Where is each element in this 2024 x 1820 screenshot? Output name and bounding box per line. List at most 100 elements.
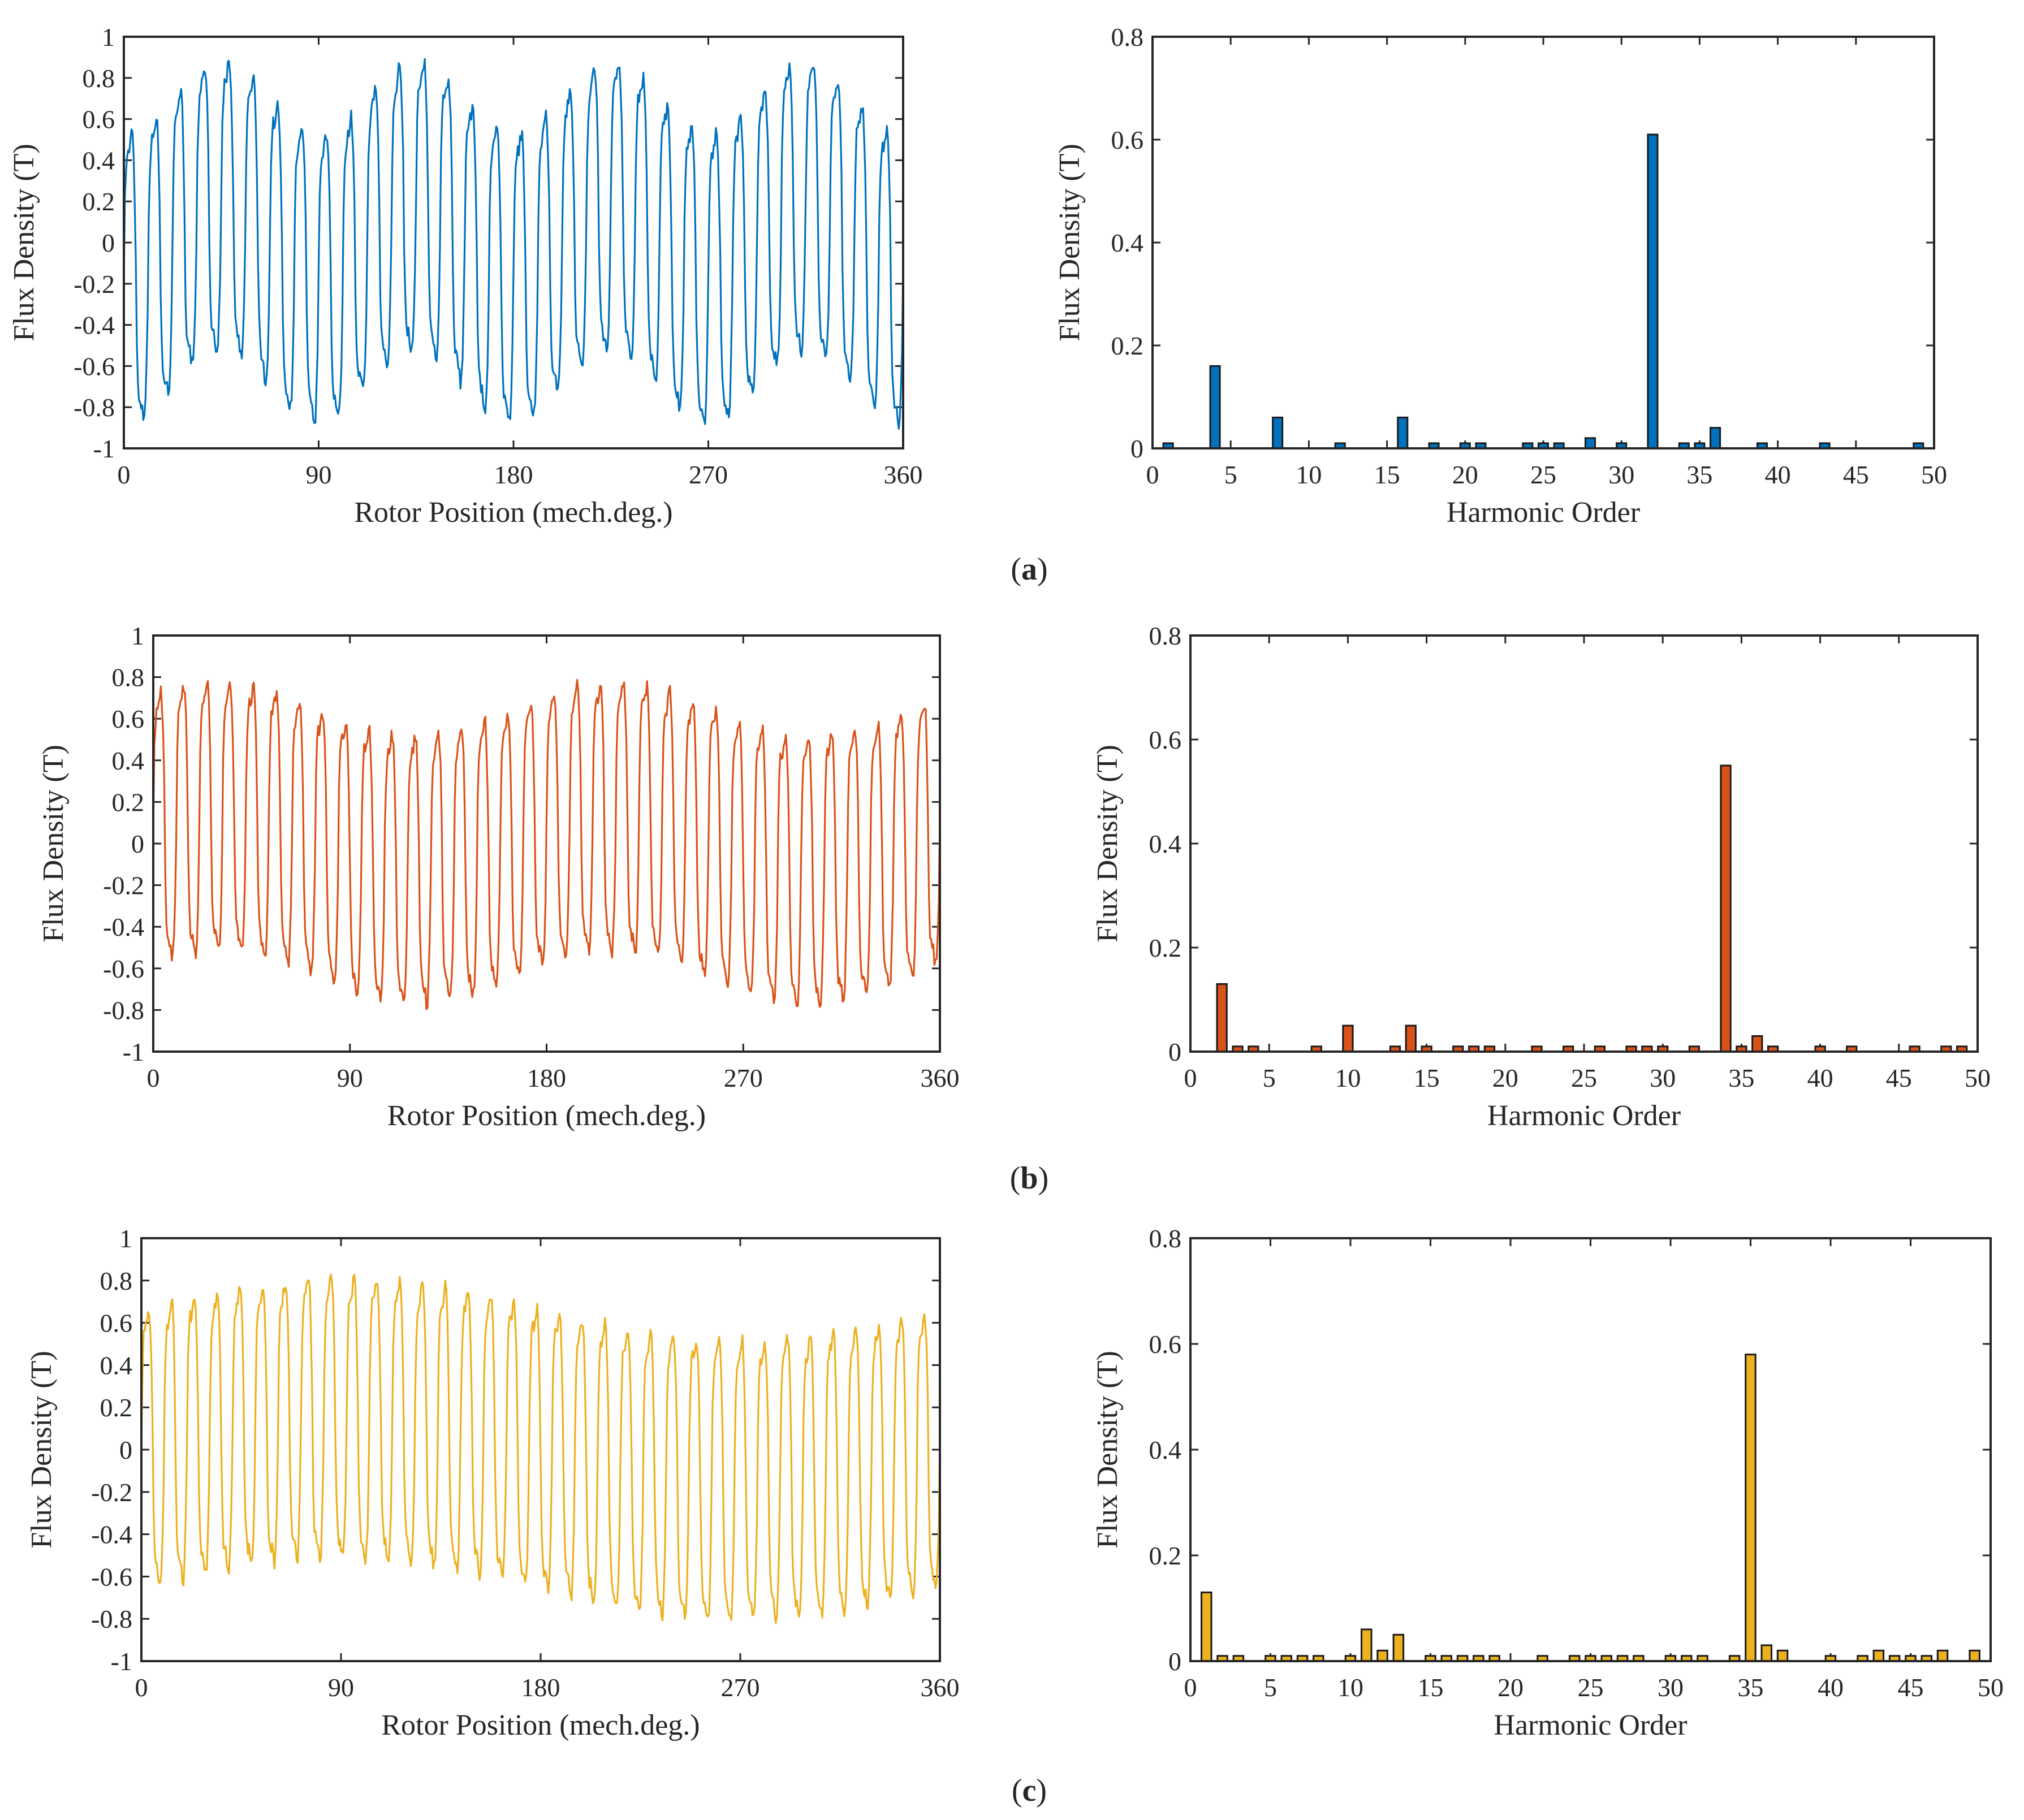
x-tick-label: 45: [1843, 460, 1869, 489]
plot-frame: [1151, 36, 1935, 449]
y-tick-label: -0.2: [74, 270, 115, 299]
ylabel-c-harmonics: Flux Density (T): [1091, 1351, 1124, 1549]
x-tick-label: 40: [1765, 460, 1791, 489]
y-tick-label: -0.4: [91, 1520, 132, 1549]
y-tick-label: 0: [102, 228, 115, 257]
y-tick-label: 0.2: [1149, 933, 1182, 962]
series-line: [140, 1273, 941, 1624]
x-tick-label: 270: [724, 1064, 763, 1092]
bar: [1392, 1633, 1405, 1662]
panel-label-a-open: (: [1011, 552, 1021, 587]
x-tick-label: 270: [721, 1673, 760, 1702]
y-tick-label: 1: [119, 1224, 132, 1253]
x-tick-label: 10: [1296, 460, 1322, 489]
panel-label-b-letter: b: [1020, 1161, 1038, 1196]
panel-label-a-letter: a: [1021, 552, 1037, 587]
bar: [1209, 365, 1221, 449]
y-tick-label: 0.6: [1149, 725, 1182, 754]
bar: [1397, 416, 1409, 449]
x-tick-label: 25: [1530, 460, 1556, 489]
x-tick-label: 180: [494, 460, 533, 489]
y-tick-label: -0.2: [103, 871, 144, 900]
y-tick-label: -0.4: [74, 311, 115, 340]
y-tick-label: 0.4: [100, 1351, 133, 1380]
chart-b-harmonics: 0 5 10 15 20 25 30 35 40 45 50 0 0.2 0.4 0.6 0.8 Harmon…: [1091, 621, 1991, 1132]
bar: [1936, 1649, 1949, 1662]
y-tick-label: 0.8: [1149, 621, 1182, 650]
y-tick-label: -0.8: [91, 1605, 132, 1633]
x-tick-label: 360: [884, 460, 923, 489]
axes: 0 5 10 15 20 25 30 35 40 45 50 0 0.2 0.4 0.6 0.8: [1149, 1224, 2004, 1702]
bar: [1872, 1649, 1885, 1662]
axes: 0 5 10 15 20 25 30 35 40 45 50 0 0.2 0.4 0.6 0.8: [1111, 23, 1948, 489]
chart-c-waveform: 0 90 180 270 360 -1 -0.8 -0.6 -0.4 -0.2 0 0.2 0.4 0.6…: [25, 1224, 960, 1741]
y-tick-label: -0.6: [91, 1562, 132, 1591]
x-tick-label: 30: [1608, 460, 1634, 489]
axes: 0 90 180 270 360 -1 -0.8 -0.6 -0.4 -0.2 0 0.2 0.4 0.6…: [74, 23, 922, 489]
y-tick-label: 0: [131, 829, 144, 858]
y-tick-label: -1: [111, 1647, 132, 1676]
plot-frame: [123, 36, 904, 449]
x-tick-label: 90: [337, 1064, 363, 1092]
axes: 0 90 180 270 360 -1 -0.8 -0.6 -0.4 -0.2 0 0.2 0.4 0.6…: [103, 621, 959, 1092]
bar: [1376, 1649, 1388, 1662]
y-tick-label: 0.8: [1111, 23, 1144, 51]
y-tick-label: 0.6: [83, 105, 115, 134]
y-tick-label: 0.4: [83, 146, 115, 175]
axes: 0 90 180 270 360 -1 -0.8 -0.6 -0.4 -0.2 0 0.2 0.4 0.6…: [91, 1224, 959, 1702]
y-tick-label: 0.8: [1149, 1224, 1182, 1253]
x-tick-label: 25: [1578, 1673, 1604, 1702]
chart-a-harmonics: 0 5 10 15 20 25 30 35 40 45 50 0 0.2 0.4 0.6 0.8 Harmon…: [1054, 23, 1947, 529]
x-tick-label: 10: [1335, 1064, 1361, 1092]
x-tick-label: 20: [1492, 1064, 1518, 1092]
bar: [1361, 1628, 1373, 1662]
x-tick-label: 30: [1658, 1673, 1684, 1702]
xlabel-c-harmonics: Harmonic Order: [1494, 1709, 1687, 1741]
plot-frame: [140, 1237, 941, 1662]
panel-label-c-close: ): [1036, 1773, 1047, 1808]
y-tick-label: 0: [1130, 434, 1143, 463]
xlabel-b-harmonics: Harmonic Order: [1487, 1100, 1681, 1132]
y-tick-label: 0.2: [100, 1393, 133, 1422]
y-tick-label: 0.4: [112, 746, 145, 775]
panel-label-c-open: (: [1012, 1773, 1022, 1808]
y-tick-label: -0.2: [91, 1478, 132, 1507]
plot-frame: [152, 634, 941, 1053]
x-tick-label: 15: [1418, 1673, 1444, 1702]
chart-a-waveform: 0 90 180 270 360 -1 -0.8 -0.6 -0.4 -0.2 0 0.2 0.4 0.6…: [8, 23, 923, 529]
series-line: [152, 678, 941, 1010]
bar: [1745, 1354, 1757, 1662]
bar: [1647, 133, 1659, 449]
x-tick-label: 15: [1374, 460, 1400, 489]
bar: [1710, 427, 1721, 449]
bar: [1969, 1649, 1980, 1662]
y-tick-label: 0.2: [83, 187, 115, 216]
y-tick-label: 0.6: [112, 704, 145, 733]
y-tick-label: 0: [1168, 1647, 1181, 1676]
y-tick-label: 1: [102, 23, 115, 51]
x-tick-label: 15: [1414, 1064, 1440, 1092]
ylabel-b-harmonics: Flux Density (T): [1091, 745, 1124, 943]
ylabel-b-waveform: Flux Density (T): [37, 745, 70, 943]
x-tick-label: 50: [1978, 1673, 2004, 1702]
ylabel-c-waveform: Flux Density (T): [25, 1351, 58, 1549]
panel-label-a: (a): [1011, 552, 1047, 587]
x-tick-label: 20: [1452, 460, 1478, 489]
x-tick-label: 45: [1898, 1673, 1924, 1702]
x-tick-label: 50: [1965, 1064, 1991, 1092]
x-tick-label: 0: [1146, 460, 1159, 489]
y-tick-label: 0.4: [1149, 829, 1182, 858]
x-tick-label: 40: [1807, 1064, 1833, 1092]
panel-label-a-close: ): [1037, 552, 1048, 587]
x-tick-label: 25: [1571, 1064, 1597, 1092]
y-tick-label: -1: [93, 434, 115, 463]
panel-label-c-letter: c: [1022, 1773, 1037, 1808]
panel-label-c: (c): [1012, 1773, 1047, 1808]
y-tick-label: 0.8: [112, 663, 145, 692]
y-tick-label: 0.6: [1149, 1330, 1182, 1359]
xlabel-b-waveform: Rotor Position (mech.deg.): [387, 1100, 706, 1132]
bar: [1584, 437, 1596, 449]
y-tick-label: 0.2: [1149, 1541, 1182, 1570]
bar: [1216, 983, 1228, 1053]
